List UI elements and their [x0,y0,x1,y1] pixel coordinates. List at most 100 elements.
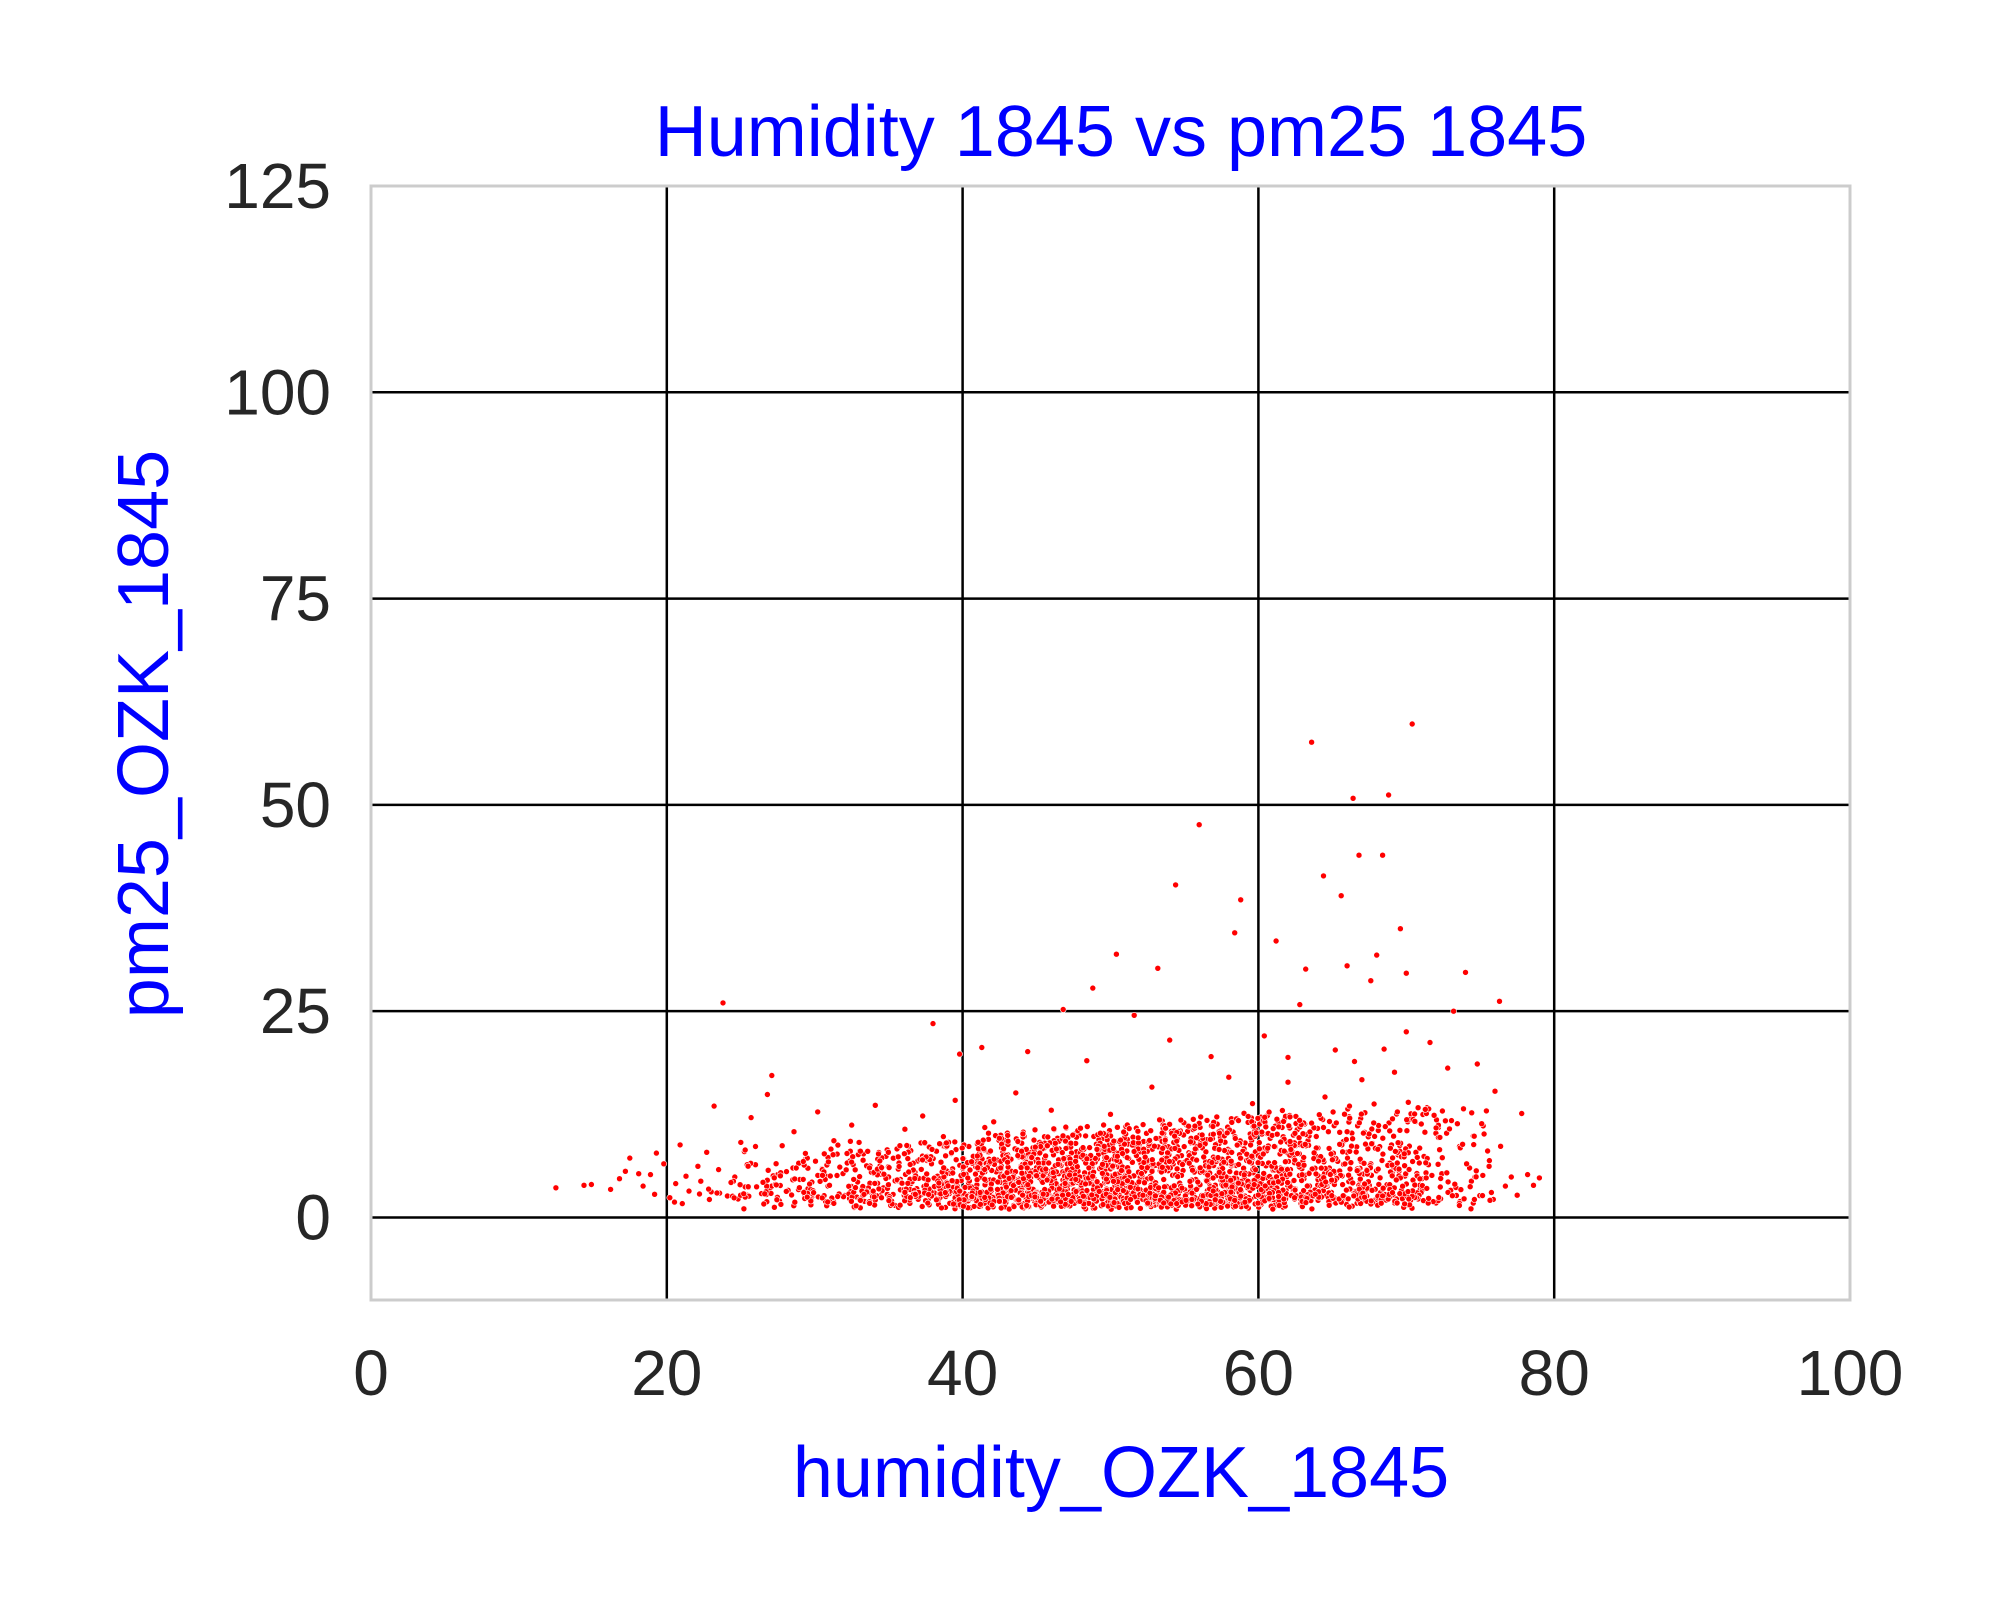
data-point [943,1139,950,1147]
data-point [833,1172,841,1179]
data-point [1160,1176,1167,1183]
data-point [940,1133,947,1140]
y-tick-label: 75 [260,563,331,635]
data-point [1018,1169,1026,1177]
data-point [1114,1152,1121,1160]
data-point [1010,1182,1017,1189]
data-point [875,1150,882,1158]
data-point [1018,1147,1025,1155]
data-point [1255,1191,1262,1199]
data-point [1197,1113,1204,1121]
data-point [1269,1205,1277,1213]
data-point [880,1170,888,1178]
data-point [1148,1168,1156,1175]
data-point [901,1189,909,1196]
data-point [672,1180,680,1187]
data-point [1023,1164,1031,1172]
data-point [1005,1175,1013,1182]
data-point [710,1102,718,1110]
data-point [1233,1141,1241,1149]
data-point [960,1202,967,1210]
data-point [1167,1200,1175,1208]
data-point [1300,1187,1307,1194]
data-point [1311,1190,1319,1198]
data-point [1390,1132,1397,1140]
data-point [791,1175,799,1183]
data-point [1451,1180,1459,1188]
data-point [816,1178,824,1185]
data-point [848,1121,856,1129]
data-point [773,1196,781,1203]
data-point [1321,1093,1329,1101]
data-point [1028,1154,1035,1161]
data-point [1237,896,1244,904]
data-point [1273,1130,1281,1138]
data-point [799,1176,807,1183]
data-point [1193,1186,1200,1193]
data-point [1275,1193,1282,1200]
data-point [703,1149,711,1156]
data-point [834,1141,842,1149]
data-point [1291,1130,1299,1137]
data-point [911,1175,919,1182]
data-point [1079,1144,1087,1151]
grid [371,186,1850,1300]
data-point [1302,965,1309,973]
data-point [1460,1105,1467,1113]
data-point [1103,1175,1110,1183]
data-point [1252,1129,1260,1137]
data-point [1220,1158,1228,1166]
data-point [904,1155,912,1162]
data-point [1485,1163,1493,1170]
data-point [875,1185,883,1193]
data-point [878,1194,885,1201]
data-point [1389,1189,1396,1196]
data-point [1361,1193,1368,1201]
data-point [827,1145,835,1153]
data-point [1066,1160,1074,1167]
data-point [1151,1142,1158,1150]
data-point [764,1167,772,1174]
data-point [760,1200,768,1208]
data-point [1336,1141,1343,1148]
data-point [1200,1153,1207,1161]
data-point [1083,1155,1091,1163]
data-point [1207,1053,1215,1060]
data-point [1352,1148,1360,1156]
data-point [1252,1166,1259,1173]
data-point [1134,1127,1142,1135]
data-point [1043,1176,1051,1184]
data-point [1449,1192,1456,1199]
data-point [1045,1159,1052,1167]
data-point [988,1201,996,1209]
data-point [1374,1165,1382,1173]
data-point [777,1201,785,1208]
data-point [1363,1167,1371,1174]
data-point [1039,1190,1047,1198]
data-point [1019,1191,1026,1199]
data-point [1416,1175,1424,1183]
data-point [814,1108,822,1116]
data-point [1368,1125,1376,1133]
data-point [1146,1189,1154,1197]
data-point [1320,1124,1327,1131]
data-point [1308,1165,1316,1173]
data-point [1375,1181,1383,1188]
data-point [1355,851,1363,859]
data-point [1290,1177,1298,1184]
data-point [1536,1174,1543,1182]
data-point [1159,1164,1166,1171]
data-point [830,1200,838,1207]
data-point [1343,1136,1350,1143]
data-point [985,1129,992,1137]
data-point [1361,1180,1368,1188]
data-point [1216,1129,1223,1137]
data-point [1032,1143,1039,1151]
data-point [1004,1132,1012,1139]
data-point [1343,962,1351,970]
data-point [1249,1100,1256,1107]
data-point [847,1138,854,1145]
data-point [1403,1028,1410,1036]
